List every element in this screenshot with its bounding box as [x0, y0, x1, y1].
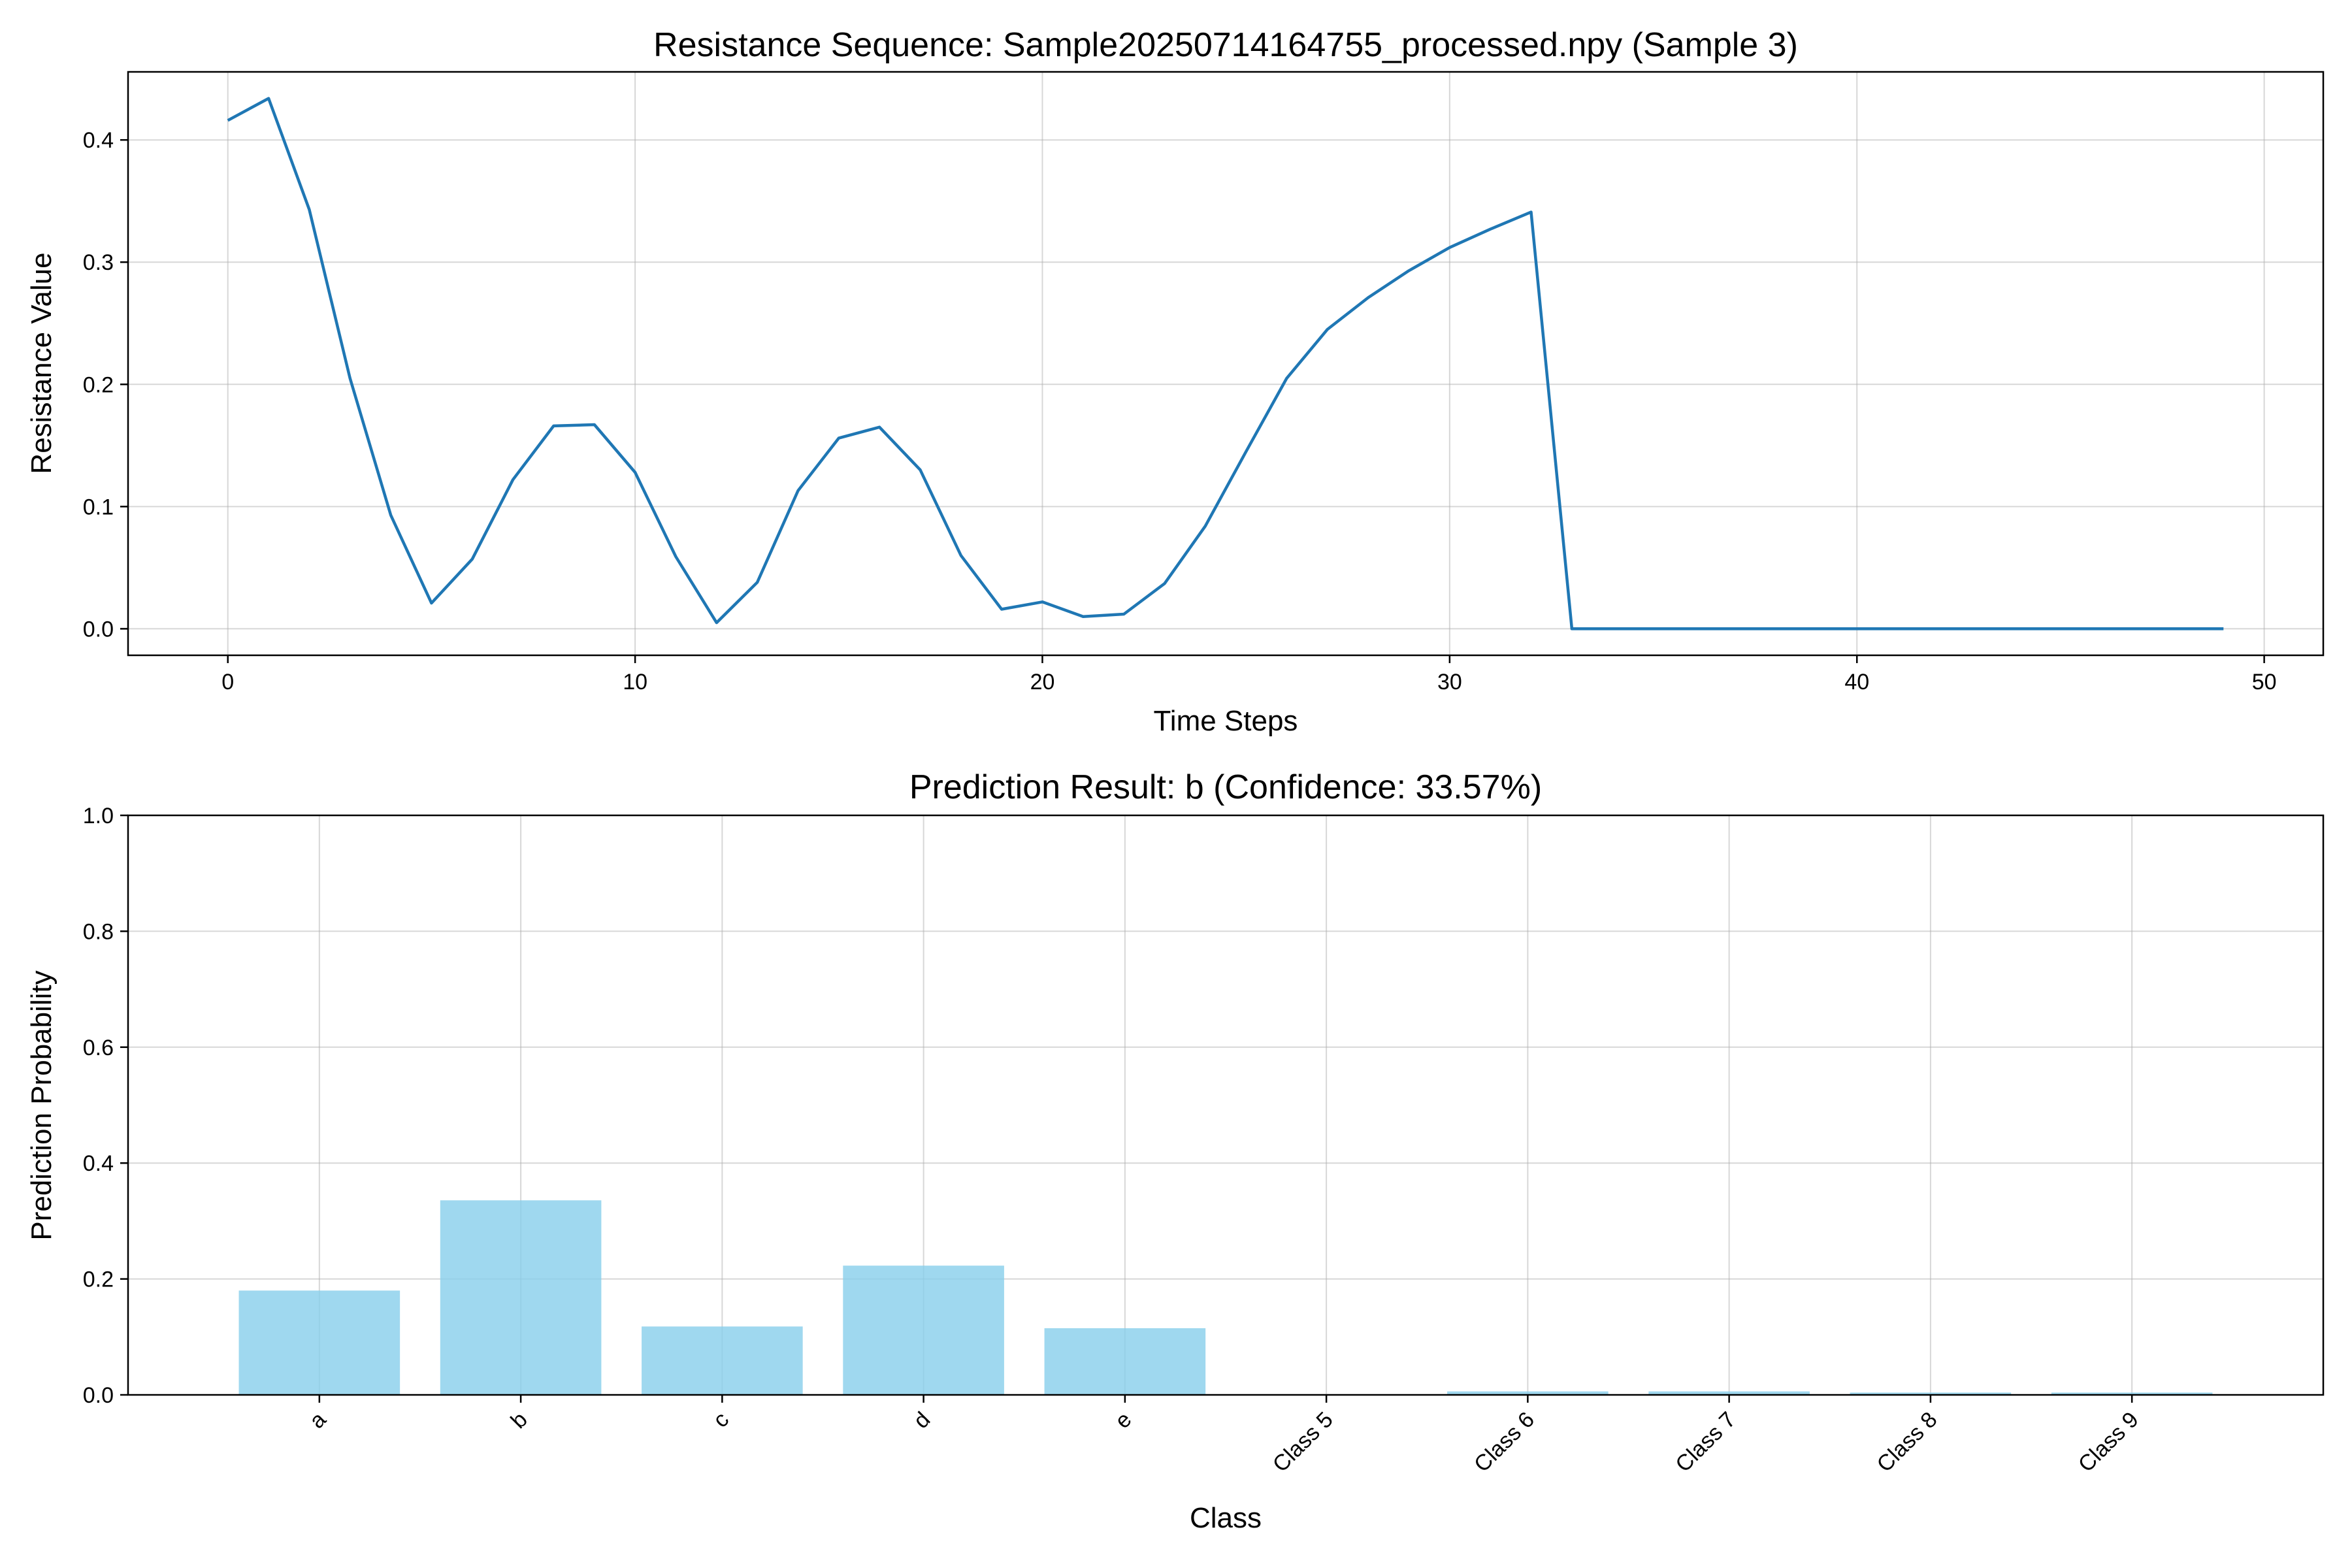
line-y-tick-label: 0.0: [83, 617, 114, 642]
bar-chart-title: Prediction Result: b (Confidence: 33.57%…: [909, 768, 1542, 806]
line-chart-ticks: 0 10 20 30 40 50 0.0 0.1 0.2 0.3 0.4: [83, 128, 2277, 694]
line-y-tick-label: 0.4: [83, 128, 114, 153]
bar-y-tick-label: 1.0: [83, 804, 114, 828]
bar-b: [440, 1200, 602, 1395]
line-x-tick-label: 30: [1437, 670, 1462, 694]
line-x-tick-label: 10: [623, 670, 647, 694]
prediction-bar-chart: 0.0 0.2 0.4 0.6 0.8 1.0 a b c d e Class 5 Class 6 Cla…: [25, 768, 2325, 1534]
bar-chart-ylabel: Prediction Probability: [25, 970, 57, 1240]
bar-class-9: [2051, 1392, 2213, 1395]
resistance-series-line: [227, 97, 2224, 630]
bar-c: [642, 1326, 803, 1395]
bar-class-8: [1850, 1392, 2012, 1395]
bar-a: [238, 1290, 400, 1395]
line-chart-title: Resistance Sequence: Sample2025071416475…: [653, 26, 1798, 64]
bar-y-tick-label: 0.0: [83, 1383, 114, 1408]
bar-x-tick-label: a: [304, 1407, 331, 1433]
bar-x-tick-label: Class 5: [1268, 1407, 1338, 1477]
line-chart-series: [227, 97, 2224, 630]
bar-x-tick-label: Class 8: [1872, 1407, 1942, 1477]
bar-x-tick-label: Class 9: [2074, 1407, 2144, 1477]
line-x-tick-label: 50: [2252, 670, 2277, 694]
line-chart-ylabel: Resistance Value: [25, 252, 57, 474]
bar-d: [843, 1266, 1004, 1395]
bar-x-tick-label: Class 7: [1671, 1407, 1740, 1477]
line-y-tick-label: 0.2: [83, 372, 114, 397]
bar-chart-bars: [238, 1200, 2213, 1395]
line-x-tick-label: 0: [221, 670, 234, 694]
bar-class-7: [1648, 1391, 1810, 1395]
bar-class-6: [1447, 1391, 1609, 1395]
line-chart-frame: [127, 71, 2325, 657]
line-x-tick-label: 40: [1844, 670, 1869, 694]
bar-x-tick-label: c: [708, 1407, 734, 1433]
bar-y-tick-label: 0.8: [83, 919, 114, 944]
bar-x-tick-label: d: [909, 1407, 935, 1433]
bar-chart-frame: [127, 814, 2325, 1396]
bar-y-tick-label: 0.4: [83, 1151, 114, 1176]
line-chart-grid: [128, 72, 2323, 655]
line-x-tick-label: 20: [1030, 670, 1055, 694]
bar-chart-xlabel: Class: [1190, 1502, 1262, 1534]
line-y-tick-label: 0.3: [83, 250, 114, 275]
bar-y-tick-label: 0.2: [83, 1267, 114, 1292]
bar-e: [1044, 1328, 1206, 1395]
line-chart-xlabel: Time Steps: [1154, 705, 1298, 737]
bar-x-tick-label: Class 6: [1469, 1407, 1539, 1477]
bar-x-tick-label: b: [506, 1407, 532, 1433]
bar-y-tick-label: 0.6: [83, 1036, 114, 1060]
resistance-line-chart: 0 10 20 30 40 50 0.0 0.1 0.2 0.3 0.4 Resistance Se…: [25, 26, 2325, 737]
line-y-tick-label: 0.1: [83, 495, 114, 519]
bar-x-tick-label: e: [1110, 1407, 1136, 1433]
